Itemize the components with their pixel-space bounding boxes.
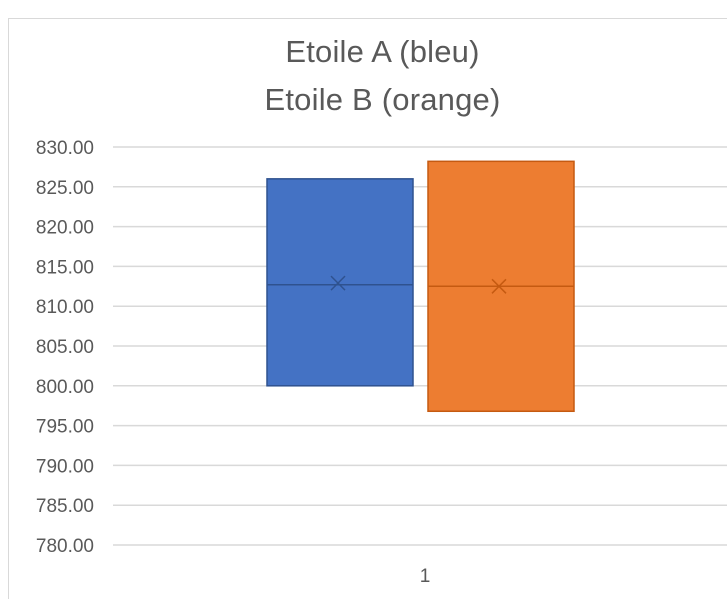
box-1: [266, 178, 414, 387]
y-tick-label: 815.00: [36, 257, 94, 278]
y-tick-label: 805.00: [36, 337, 94, 358]
x-category-label: 1: [420, 566, 431, 587]
y-tick-label: 780.00: [36, 536, 94, 557]
mean-marker-2: [491, 278, 507, 294]
y-tick-label: 790.00: [36, 456, 94, 477]
x-axis-category-labels: 1: [420, 566, 431, 587]
y-tick-label: 785.00: [36, 496, 94, 517]
y-tick-label: 810.00: [36, 297, 94, 318]
y-tick-label: 825.00: [36, 178, 94, 199]
chart-title-line-2: Etoile B (orange): [264, 82, 501, 117]
y-tick-label: 830.00: [36, 138, 94, 159]
y-tick-label: 800.00: [36, 377, 94, 398]
chart-border-top: [8, 18, 727, 19]
chart-border-left: [8, 18, 9, 599]
gridlines: [113, 146, 727, 546]
chart-title-line-1: Etoile A (bleu): [285, 34, 480, 69]
y-tick-label: 795.00: [36, 417, 94, 438]
mean-marker-1: [330, 275, 346, 291]
y-tick-label: 820.00: [36, 218, 94, 239]
box-series: [266, 160, 575, 413]
y-axis-tick-labels: 830.00 825.00 820.00 815.00 810.00 805.00 800.…: [36, 138, 94, 557]
